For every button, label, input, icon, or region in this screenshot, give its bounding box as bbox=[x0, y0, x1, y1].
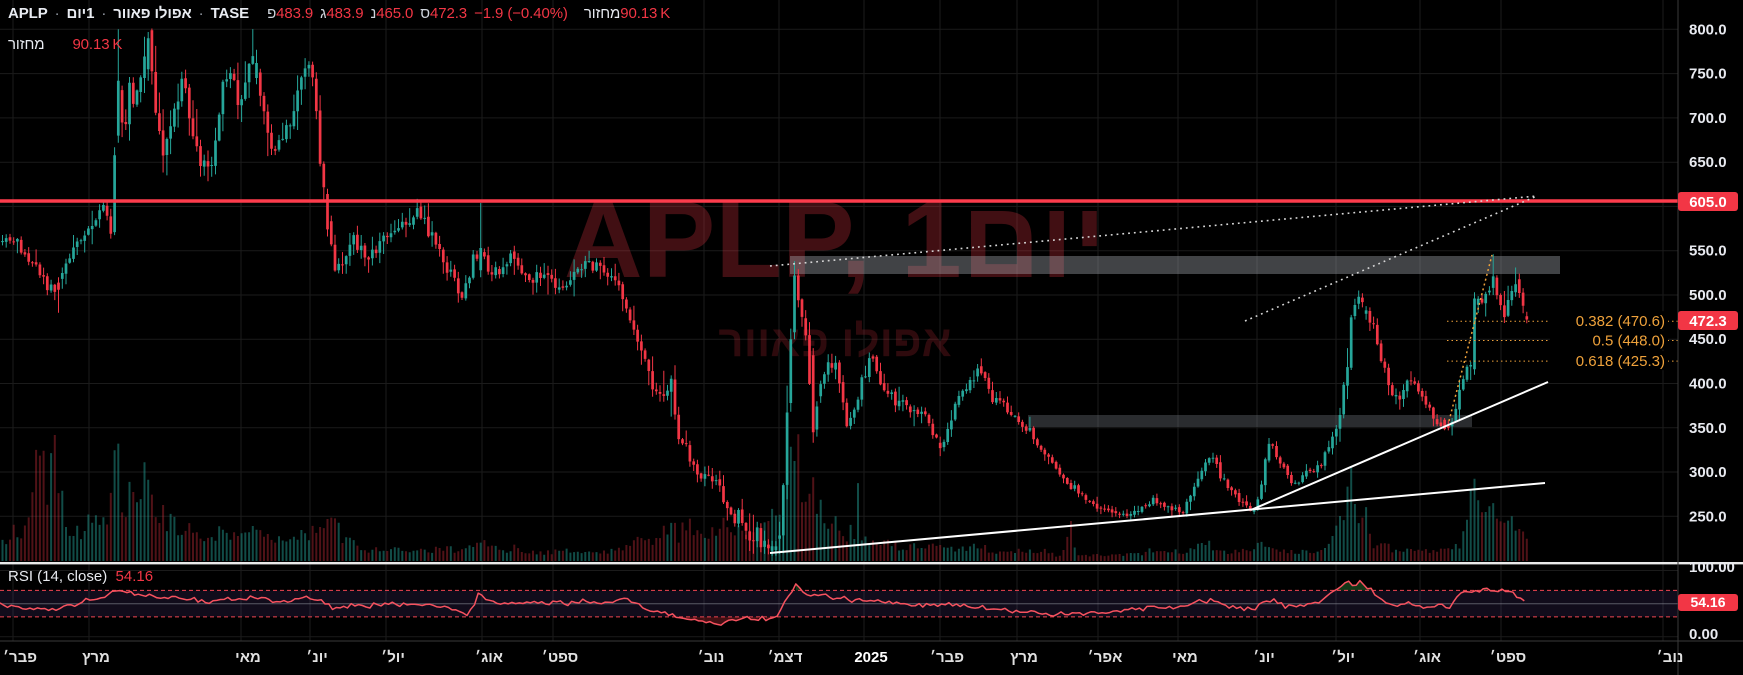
svg-text:מרץ: מרץ bbox=[1010, 649, 1038, 666]
svg-text:אוג׳: אוג׳ bbox=[1413, 649, 1441, 666]
svg-text:550.0: 550.0 bbox=[1689, 243, 1727, 260]
svg-text:דצמ׳: דצמ׳ bbox=[768, 649, 803, 666]
svg-text:נוב׳: נוב׳ bbox=[1657, 649, 1684, 666]
svg-text:APLP, 1יום: APLP, 1יום bbox=[564, 179, 1106, 301]
svg-text:פבר׳: פבר׳ bbox=[930, 649, 964, 666]
svg-text:54.16: 54.16 bbox=[1690, 594, 1725, 610]
svg-text:מאי: מאי bbox=[1172, 649, 1198, 666]
svg-text:אפר׳: אפר׳ bbox=[1088, 649, 1123, 666]
svg-text:605.0: 605.0 bbox=[1689, 194, 1727, 211]
svg-text:יול׳: יול׳ bbox=[1331, 649, 1355, 666]
svg-text:450.0: 450.0 bbox=[1689, 331, 1727, 348]
svg-text:500.0: 500.0 bbox=[1689, 287, 1727, 304]
svg-text:400.0: 400.0 bbox=[1689, 376, 1727, 393]
svg-text:ספט׳: ספט׳ bbox=[542, 649, 579, 666]
svg-text:יונ׳: יונ׳ bbox=[306, 649, 328, 666]
svg-text:נוב׳: נוב׳ bbox=[698, 649, 725, 666]
svg-text:פבר׳: פבר׳ bbox=[3, 649, 37, 666]
svg-text:800.0: 800.0 bbox=[1689, 21, 1727, 38]
svg-text:יונ׳: יונ׳ bbox=[1253, 649, 1275, 666]
svg-text:350.0: 350.0 bbox=[1689, 420, 1727, 437]
svg-text:700.0: 700.0 bbox=[1689, 110, 1727, 127]
svg-text:300.0: 300.0 bbox=[1689, 464, 1727, 481]
svg-text:0.00: 0.00 bbox=[1689, 626, 1718, 643]
svg-text:100.00: 100.00 bbox=[1689, 559, 1735, 576]
svg-text:750.0: 750.0 bbox=[1689, 66, 1727, 83]
svg-text:0.5 (448.0): 0.5 (448.0) bbox=[1592, 333, 1665, 350]
svg-text:ספט׳: ספט׳ bbox=[1490, 649, 1527, 666]
svg-text:0.618 (425.3): 0.618 (425.3) bbox=[1576, 353, 1665, 370]
svg-text:אוג׳: אוג׳ bbox=[475, 649, 503, 666]
svg-text:אפולו פאוור: אפולו פאוור bbox=[718, 317, 951, 366]
svg-text:472.3: 472.3 bbox=[1689, 313, 1727, 330]
svg-text:מרץ: מרץ bbox=[82, 649, 110, 666]
svg-text:יול׳: יול׳ bbox=[381, 649, 405, 666]
svg-text:250.0: 250.0 bbox=[1689, 508, 1727, 525]
svg-text:0.382 (470.6): 0.382 (470.6) bbox=[1576, 313, 1665, 330]
svg-text:650.0: 650.0 bbox=[1689, 154, 1727, 171]
svg-text:מאי: מאי bbox=[235, 649, 261, 666]
svg-text:2025: 2025 bbox=[854, 649, 887, 666]
